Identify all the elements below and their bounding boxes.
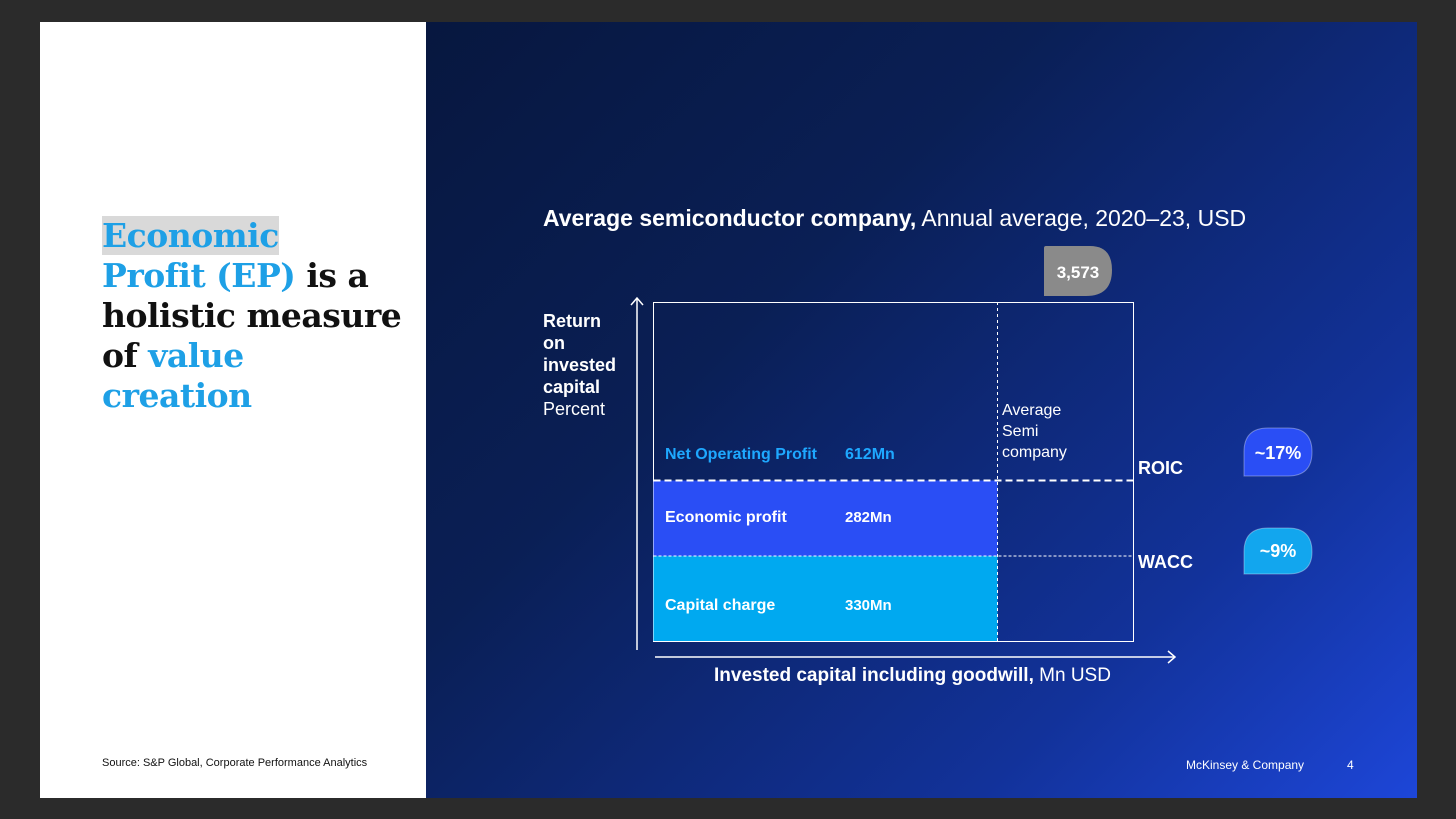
headline: Economic Profit (EP) is a holistic measur…: [102, 216, 402, 416]
wacc-callout: ~9%: [1243, 527, 1313, 575]
y-label-line-1: Return: [543, 311, 601, 331]
left-panel: Economic Profit (EP) is a holistic measur…: [40, 22, 426, 798]
invested-capital-callout: 3,573: [1044, 246, 1112, 296]
plot-frame: [653, 302, 1134, 642]
source-note: Source: S&P Global, Corporate Performanc…: [102, 757, 368, 769]
roic-callout-value: ~17%: [1255, 443, 1302, 463]
chart-panel: Average semiconductor company, Annual av…: [426, 22, 1417, 798]
chart-title-bold: Average semiconductor company,: [543, 205, 917, 231]
chart-title: Average semiconductor company, Annual av…: [543, 205, 1246, 232]
headline-part-2: Profit (EP): [102, 256, 296, 295]
chart-svg: Average Semi company Net Operating Profi…: [630, 246, 1313, 664]
headline-part-3: is a holistic measure of: [102, 256, 402, 375]
roic-callout: ~17%: [1243, 427, 1313, 477]
headline-part-1: Economic: [102, 216, 279, 255]
invested-capital-value: 3,573: [1057, 263, 1100, 282]
roic-bubble: [1243, 427, 1313, 477]
wacc-callout-value: ~9%: [1260, 541, 1297, 561]
headline-part-4: value creation: [102, 336, 252, 415]
invested-capital-bubble: [1044, 246, 1112, 296]
capital-charge-value: 330Mn: [845, 597, 892, 614]
x-label-bold: Invested capital including goodwill,: [714, 665, 1034, 686]
economic-profit-bar: [653, 480, 998, 557]
net-operating-profit-label: Net Operating Profit: [665, 446, 818, 463]
page-number: 4: [1347, 758, 1354, 772]
capital-charge-bar: [653, 556, 998, 641]
average-company-label-3: company: [1002, 444, 1067, 461]
economic-profit-label: Economic profit: [665, 509, 787, 526]
x-axis-label: Invested capital including goodwill, Mn …: [714, 665, 1111, 687]
average-company-label-2: Semi: [1002, 423, 1038, 440]
slide: Economic Profit (EP) is a holistic measur…: [40, 22, 1417, 798]
average-company-label-1: Average: [1002, 402, 1061, 419]
wacc-label: WACC: [1138, 552, 1193, 572]
capital-charge-label: Capital charge: [665, 597, 775, 614]
y-axis-label: Return on invested capital Percent: [543, 310, 616, 420]
y-label-line-2: on: [543, 333, 565, 353]
footer-brand: McKinsey & Company: [1186, 758, 1305, 772]
y-axis-arrow: [630, 296, 644, 650]
y-label-line-3: invested: [543, 355, 617, 375]
net-operating-profit-value: 612Mn: [845, 446, 895, 463]
x-label-rest: Mn USD: [1033, 665, 1111, 686]
economic-profit-value: 282Mn: [845, 509, 892, 526]
y-label-unit: Percent: [543, 399, 606, 419]
chart-title-rest: Annual average, 2020–23, USD: [916, 205, 1247, 231]
roic-label: ROIC: [1138, 458, 1183, 478]
y-label-line-4: capital: [543, 377, 601, 397]
wacc-bubble: [1243, 527, 1313, 575]
x-axis-arrow: [655, 650, 1177, 664]
